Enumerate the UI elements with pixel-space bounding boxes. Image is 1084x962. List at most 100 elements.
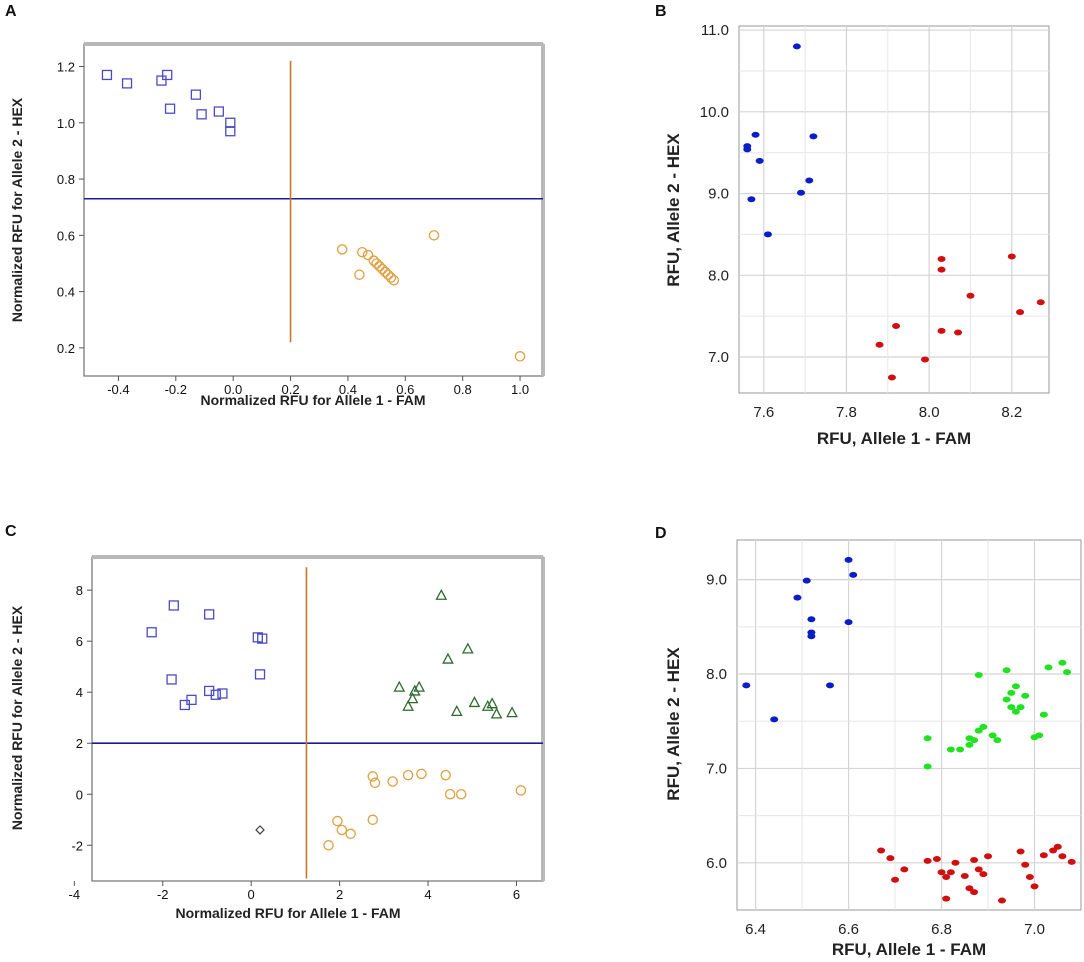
point-d-1-24 [1058, 659, 1067, 666]
point-d-2-2 [891, 876, 900, 883]
point-d-2-15 [974, 866, 983, 873]
y-tick-label-a-1: 0.4 [57, 285, 75, 300]
point-b-0-6 [792, 43, 801, 50]
x-tick-label-d-3: 7.0 [1024, 921, 1045, 938]
point-b-1-10 [1016, 309, 1025, 316]
x-tick-label-d-0: 6.4 [745, 921, 766, 938]
point-c-2-6 [367, 814, 379, 826]
point-c-0-10 [257, 633, 268, 644]
point-d-0-8 [844, 556, 853, 563]
y-tick-label-c-5: 8 [76, 583, 83, 598]
point-d-2-20 [1021, 861, 1030, 868]
point-c-0-6 [204, 685, 215, 697]
point-d-0-0 [742, 682, 751, 689]
y-tick-label-c-4: 6 [76, 634, 83, 649]
point-d-2-5 [932, 856, 941, 863]
point-b-0-9 [805, 177, 814, 184]
point-a-1-13 [514, 351, 526, 362]
point-c-1-8 [461, 642, 474, 654]
y-tick-label-a-3: 0.8 [57, 172, 75, 187]
point-c-1-3 [408, 684, 421, 696]
panel-label-a: A [5, 3, 17, 20]
point-c-2-2 [336, 824, 348, 836]
point-c-0-7 [210, 689, 221, 700]
point-d-2-23 [1039, 852, 1048, 859]
point-d-0-7 [825, 682, 834, 689]
point-c-2-1 [332, 815, 343, 827]
point-d-1-12 [1002, 696, 1011, 703]
point-a-1-2 [357, 246, 368, 258]
point-c-2-7 [387, 776, 398, 787]
point-a-1-10 [385, 272, 397, 283]
point-c-1-6 [442, 652, 454, 664]
point-a-1-9 [382, 269, 394, 280]
point-b-1-9 [1007, 253, 1016, 260]
point-c-1-2 [406, 692, 419, 704]
y-tick-label-b-1: 8.0 [708, 267, 729, 284]
point-a-1-1 [354, 269, 365, 280]
point-a-1-0 [336, 244, 348, 255]
point-b-1-3 [921, 356, 929, 363]
point-d-2-0 [877, 847, 886, 854]
x-tick-label-a-3: 0.2 [282, 382, 300, 397]
point-d-1-7 [974, 727, 983, 734]
x-tick-label-c-3: 2 [336, 887, 343, 902]
point-b-1-2 [892, 322, 901, 329]
point-d-1-6 [970, 737, 979, 744]
y-tick-label-d-1: 7.0 [706, 760, 727, 777]
point-d-2-11 [960, 873, 969, 880]
x-tick-label-c-1: -2 [157, 887, 169, 902]
x-tick-label-b-2: 8.0 [919, 404, 940, 421]
point-d-1-25 [1063, 669, 1072, 676]
point-b-1-11 [1036, 299, 1045, 306]
x-tick-label-a-7: 1.0 [511, 382, 529, 397]
x-axis-title-b: RFU, Allele 1 - FAM [817, 429, 971, 448]
y-tick-label-a-4: 1.0 [57, 116, 75, 131]
point-c-2-10 [440, 769, 451, 781]
point-b-1-5 [937, 255, 946, 262]
point-a-0-4 [164, 103, 176, 114]
point-c-2-4 [367, 771, 379, 782]
y-axis-title-b: RFU, Allele 2 - HEX [664, 133, 683, 287]
y-tick-label-b-2: 9.0 [708, 186, 729, 203]
point-c-2-13 [515, 785, 527, 796]
point-d-2-25 [1053, 843, 1062, 850]
panel-d: D 6.4 6.6 6.8 7.0 6.0 7.0 8.0 9.0 RFU, Allele 1… [655, 525, 1082, 959]
point-b-0-1 [743, 143, 752, 150]
x-tick-label-d-2: 6.8 [931, 921, 952, 938]
point-d-2-22 [1030, 883, 1039, 890]
point-d-1-0 [923, 763, 932, 770]
point-b-1-1 [887, 374, 896, 381]
point-c-0-2 [166, 674, 177, 685]
point-c-0-4 [186, 694, 197, 706]
point-d-2-21 [1025, 873, 1034, 880]
x-tick-label-a-0: -0.4 [107, 382, 129, 397]
point-d-0-6 [807, 633, 816, 640]
point-d-1-2 [946, 746, 955, 753]
x-tick-label-c-2: 0 [248, 887, 255, 902]
x-tick-label-b-3: 8.2 [1001, 404, 1022, 421]
point-a-0-1 [121, 78, 133, 89]
x-tick-label-d-1: 6.6 [838, 921, 859, 938]
point-d-2-13 [970, 856, 979, 863]
point-b-0-7 [797, 189, 805, 196]
point-c-1-1 [402, 699, 415, 711]
point-d-2-3 [900, 866, 909, 873]
point-c-1-4 [413, 680, 426, 692]
y-tick-label-c-0: -2 [71, 838, 83, 853]
point-c-0-5 [204, 609, 215, 620]
y-tick-label-c-3: 4 [76, 685, 83, 700]
point-c-0-11 [254, 669, 266, 680]
y-tick-label-d-3: 9.0 [706, 572, 727, 589]
point-a-0-7 [213, 106, 224, 117]
point-c-1-12 [490, 707, 503, 719]
point-d-2-14 [970, 889, 979, 896]
y-tick-label-a-2: 0.6 [57, 228, 75, 243]
point-d-2-8 [942, 895, 951, 902]
point-c-2-3 [345, 828, 356, 840]
point-a-1-12 [428, 230, 440, 241]
point-d-2-6 [937, 869, 946, 876]
y-tick-label-c-2: 2 [76, 736, 83, 751]
y-axis-title-c: Normalized RFU for Allele 2 - HEX [9, 605, 25, 830]
y-axis-title-a: Normalized RFU for Allele 2 - HEX [9, 97, 25, 322]
